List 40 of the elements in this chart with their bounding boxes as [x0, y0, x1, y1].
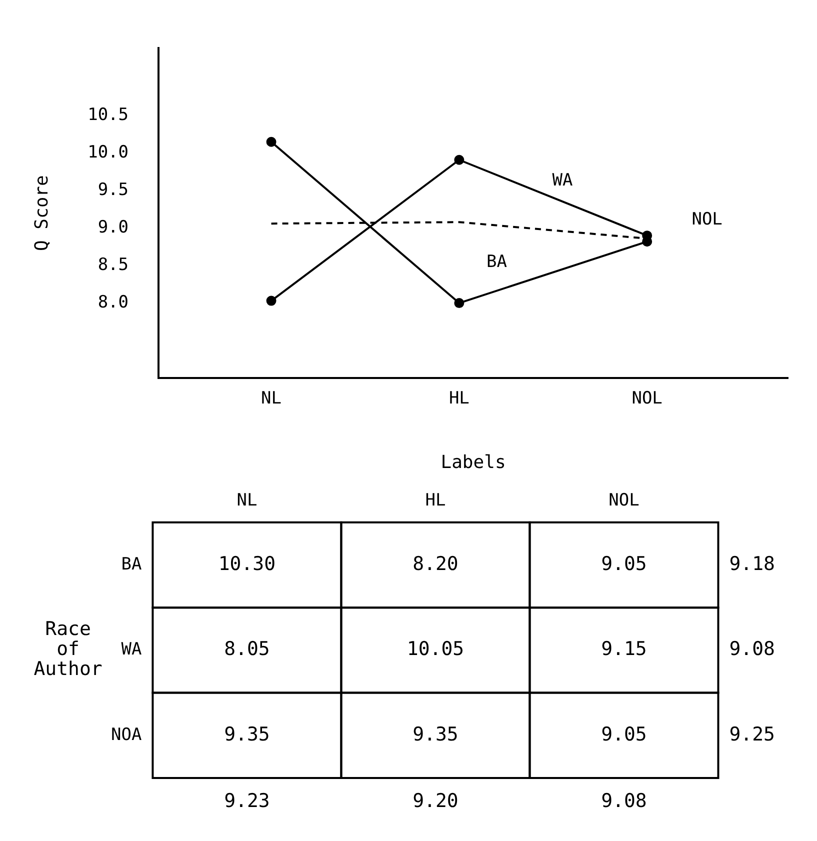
text: 9.20	[412, 790, 458, 812]
x-tick-label: NOL	[608, 490, 640, 511]
x-axis-title: Labels	[440, 452, 506, 473]
x-tick-label: NL	[261, 388, 282, 409]
data-label: 10.05	[406, 638, 464, 660]
data-label: 9.05	[601, 552, 647, 575]
y-tick-label: 10.0	[88, 142, 129, 163]
data-label: 10.30	[218, 552, 276, 575]
data-label: 9.35	[412, 723, 458, 746]
y2-tick-label: 9.18	[729, 552, 776, 575]
point	[266, 136, 276, 147]
point	[454, 154, 464, 165]
x-tick-label: HL	[425, 490, 446, 511]
data-label: 9.15	[601, 638, 647, 660]
data-label: 8.20	[412, 552, 458, 575]
text: 9.08	[601, 790, 647, 812]
point	[454, 298, 464, 308]
data-label: 8.05	[224, 638, 270, 660]
x-tick-label: NOL	[632, 388, 662, 409]
y-tick-label: WA	[121, 640, 142, 660]
point	[266, 296, 276, 306]
y-tick-label: 8.0	[98, 292, 129, 312]
y-axis-title: Q Score	[31, 175, 52, 252]
y-tick-label: 8.5	[98, 254, 129, 275]
series-label: WA	[552, 170, 573, 191]
y2-tick-label: 9.08	[729, 638, 776, 660]
y-tick-label: 10.5	[88, 105, 129, 126]
y-tick-label: 9.5	[98, 180, 129, 200]
y-axis-title: Race of Author	[34, 618, 102, 680]
text: NOL	[692, 210, 722, 230]
x-tick-label: HL	[448, 388, 470, 409]
y-tick-label: BA	[121, 554, 142, 574]
y-tick-label: NOA	[110, 724, 142, 745]
y2-tick-label: 9.25	[729, 723, 776, 746]
text: 9.23	[224, 790, 270, 812]
x-tick-label: NL	[236, 490, 258, 511]
y-tick-label: 9.0	[98, 218, 129, 238]
data-label: 9.35	[224, 723, 270, 746]
data-label: 9.05	[601, 723, 647, 746]
series-label: BA	[486, 252, 507, 272]
